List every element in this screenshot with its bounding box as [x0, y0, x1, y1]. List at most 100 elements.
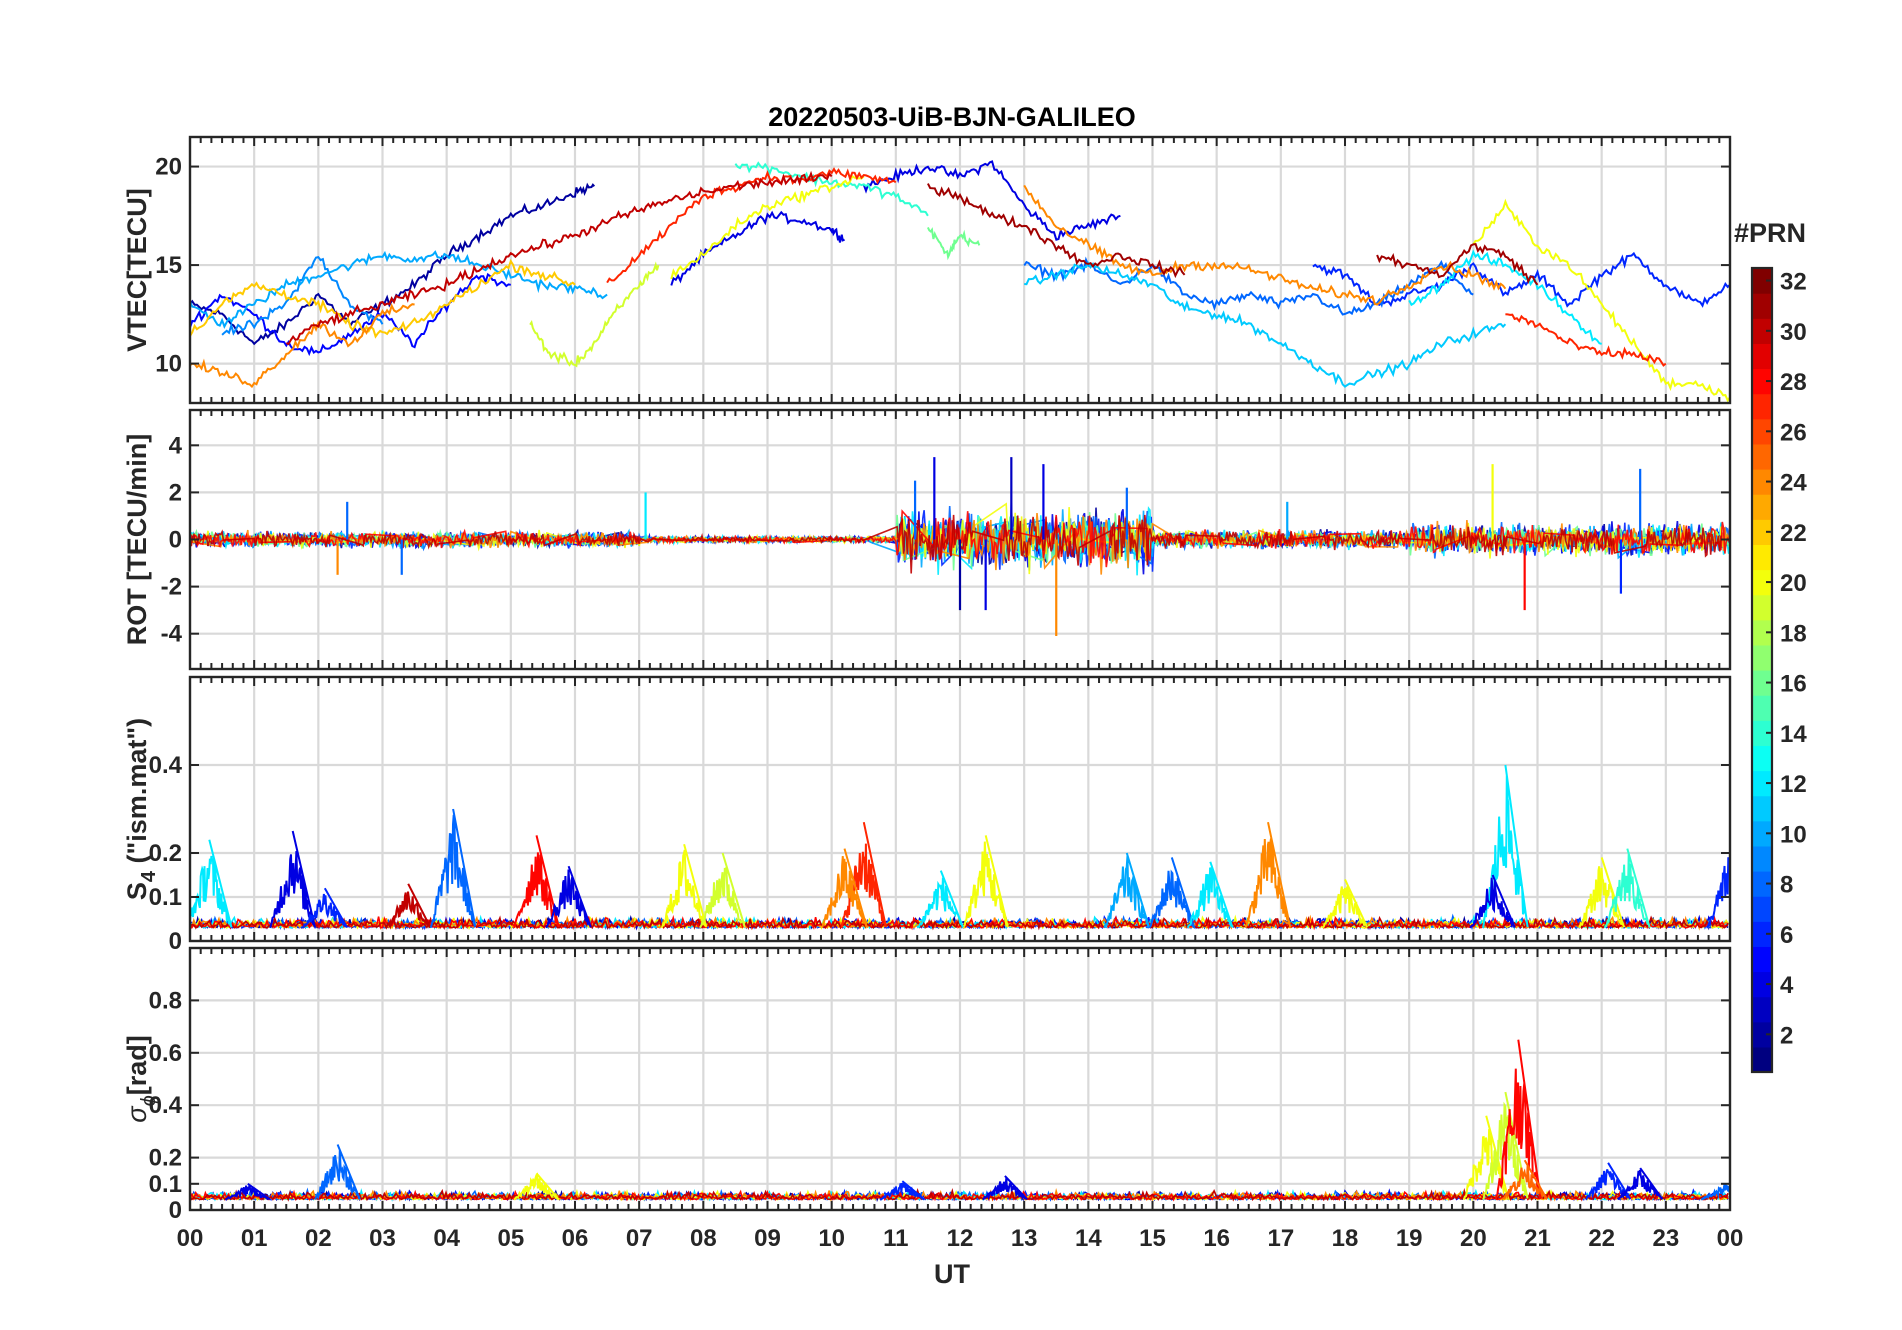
sigma-peak — [314, 1144, 361, 1201]
vtec-series-prn-5 — [190, 272, 511, 357]
vtec-series-prn-24 — [1023, 184, 1507, 306]
x-axis-label: UT — [934, 1259, 970, 1289]
s4-peak — [1244, 821, 1292, 929]
s4-peak — [1469, 874, 1516, 929]
vtec-series-prn-8 — [1023, 256, 1474, 316]
s4-ylabel-main: S — [122, 882, 152, 900]
s4-peak — [1603, 848, 1651, 929]
s4-peak — [269, 830, 316, 929]
colorbar-tick-label: 24 — [1780, 470, 1807, 497]
s4-peak — [1706, 844, 1730, 929]
sigma-y-axis-label: σϕ[rad] — [122, 1035, 160, 1122]
s4-peak — [384, 883, 432, 929]
s4-peak — [1321, 878, 1369, 929]
x-tick-label: 13 — [1011, 1225, 1038, 1252]
s4-peak — [1186, 861, 1234, 929]
colorbar-segment — [1752, 494, 1772, 520]
rot-y-tick-label: 4 — [169, 432, 183, 459]
panel-rot: -4 -2 0 2 4 ROT [TECU/min] — [122, 408, 1732, 671]
x-tick-label: 02 — [305, 1225, 332, 1252]
colorbar-segment — [1752, 644, 1772, 671]
sigma-x-ticks — [189, 948, 1731, 1210]
x-tick-label: 03 — [369, 1225, 396, 1252]
colorbar-tick-label: 28 — [1780, 369, 1807, 396]
colorbar-segment — [1752, 418, 1772, 445]
sigma-y-tick-label: 0.1 — [149, 1171, 182, 1198]
x-tick-label: 08 — [690, 1225, 717, 1252]
s4-peak — [821, 848, 868, 929]
sigma-ylabel-sub: ϕ — [138, 1095, 160, 1106]
colorbar-tick-label: 2 — [1780, 1022, 1793, 1049]
s4-peak — [429, 808, 477, 929]
sigma-plot — [190, 1039, 1730, 1203]
colorbar-segment — [1752, 820, 1772, 847]
vtec-series-prn-19 — [529, 261, 660, 368]
colorbar-segment — [1752, 996, 1772, 1023]
colorbar-tick-label: 20 — [1780, 570, 1807, 597]
colorbar-segment — [1752, 795, 1772, 822]
colorbar-segment — [1752, 720, 1772, 746]
colorbar-segment — [1752, 519, 1772, 545]
sigma-peak — [982, 1175, 1028, 1201]
s4-y-tick-label: 0.4 — [149, 752, 183, 779]
panel-sigma: 00.10.2 0.4 0.6 0.8 σϕ[rad] — [122, 946, 1732, 1224]
vtec-series-prn-14 — [734, 161, 929, 217]
colorbar-segment — [1752, 770, 1772, 797]
s4-peak — [917, 870, 964, 929]
vtec-series-prn-4 — [670, 210, 846, 286]
x-tick-label: 21 — [1524, 1225, 1551, 1252]
colorbar-tick-label: 14 — [1780, 721, 1807, 748]
vtec-series-prn-31 — [927, 183, 1186, 279]
s4-peak — [301, 887, 348, 929]
x-tick-label: 20 — [1460, 1225, 1487, 1252]
sigma-y-tick-label: 0.2 — [149, 1145, 182, 1172]
colorbar-segment — [1752, 1021, 1772, 1048]
colorbar-segment — [1752, 443, 1772, 470]
sigma-peak — [513, 1172, 560, 1201]
sigma-peak — [1700, 1182, 1730, 1201]
x-tick-label: 11 — [883, 1225, 908, 1252]
vtec-series-prn-12 — [1408, 249, 1602, 345]
colorbar-segment — [1752, 469, 1772, 495]
colorbar-segment — [1752, 695, 1772, 721]
x-tick-label: 19 — [1396, 1225, 1423, 1252]
vtec-series-prn-20 — [1472, 198, 1730, 403]
s4-peak — [545, 865, 592, 929]
vtec-y-tick-label: 10 — [155, 351, 182, 378]
sigma-ylabel-main: σ — [122, 1105, 152, 1123]
vtec-grid — [188, 137, 1732, 403]
colorbar-segment — [1752, 921, 1772, 947]
vtec-series-prn-16 — [926, 226, 981, 261]
x-tick-label: 17 — [1267, 1225, 1294, 1252]
vtec-series-prn-27 — [606, 167, 897, 284]
s4-peak — [660, 843, 708, 929]
vtec-plot — [190, 160, 1730, 403]
colorbar-segment — [1752, 544, 1772, 571]
colorbar-tick-label: 6 — [1780, 922, 1793, 949]
colorbar-segment — [1752, 619, 1772, 646]
s4-x-ticks — [189, 677, 1731, 941]
s4-y-axis-label: S4 ("ism.mat") — [122, 718, 160, 900]
colorbar-frame — [1750, 266, 1774, 1074]
colorbar-segment — [1752, 845, 1772, 872]
rot-plot — [190, 457, 1730, 637]
rot-y-tick-label: -2 — [161, 574, 182, 601]
x-tick-label: 16 — [1203, 1225, 1230, 1252]
colorbar-segment — [1752, 946, 1772, 973]
x-tick-label: 07 — [626, 1225, 653, 1252]
s4-ylabel-sub: 4 — [138, 870, 160, 882]
vtec-series-prn-10 — [190, 250, 608, 329]
s4-peak — [190, 839, 233, 928]
sigma-y-tick-label: 0.6 — [149, 1040, 182, 1067]
vtec-series-prn-20 — [670, 174, 865, 280]
colorbar-segment — [1752, 343, 1772, 370]
x-tick-label: 12 — [947, 1225, 974, 1252]
colorbar-tick-label: 30 — [1780, 319, 1807, 346]
sigma-peak — [1585, 1162, 1632, 1201]
rot-y-tick-label: 0 — [169, 527, 182, 554]
s4-peak — [840, 821, 887, 929]
